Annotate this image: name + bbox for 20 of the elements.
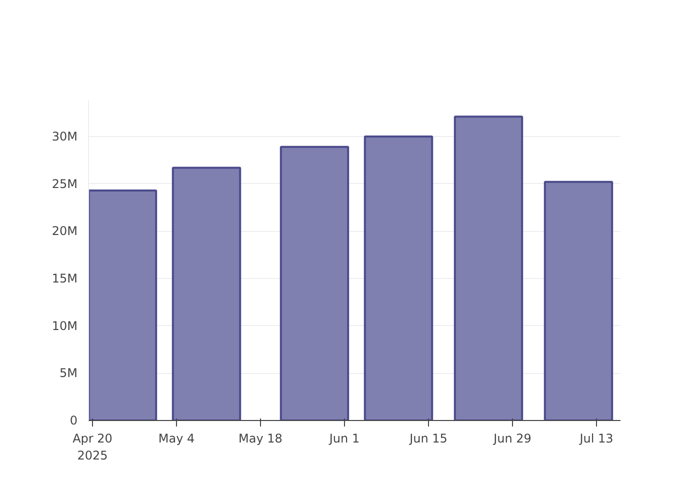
y-tick-label: 30M — [52, 129, 78, 144]
y-tick-label: 0 — [70, 414, 78, 428]
x-tick-label: Apr 20 2025 — [72, 432, 112, 462]
bar — [364, 135, 434, 420]
x-tick-label: Jun 1 — [328, 432, 360, 446]
y-tick-label: 10M — [52, 318, 78, 333]
x-tick-label: May 18 — [238, 432, 282, 446]
y-tick-label: 15M — [52, 271, 78, 286]
y-tick-label: 5M — [60, 366, 78, 380]
bar — [172, 166, 242, 420]
y-tick-label: 20M — [52, 224, 78, 238]
y-tick-label: 25M — [52, 176, 78, 191]
bar — [454, 116, 524, 420]
x-tick-label: Jun 29 — [492, 432, 532, 446]
x-tick-label: Jun 15 — [408, 432, 448, 446]
bar — [280, 146, 350, 420]
bar — [544, 180, 614, 420]
x-tick-label: Jul 13 — [578, 432, 614, 446]
bar — [88, 189, 158, 420]
x-tick-label: May 4 — [158, 432, 195, 446]
